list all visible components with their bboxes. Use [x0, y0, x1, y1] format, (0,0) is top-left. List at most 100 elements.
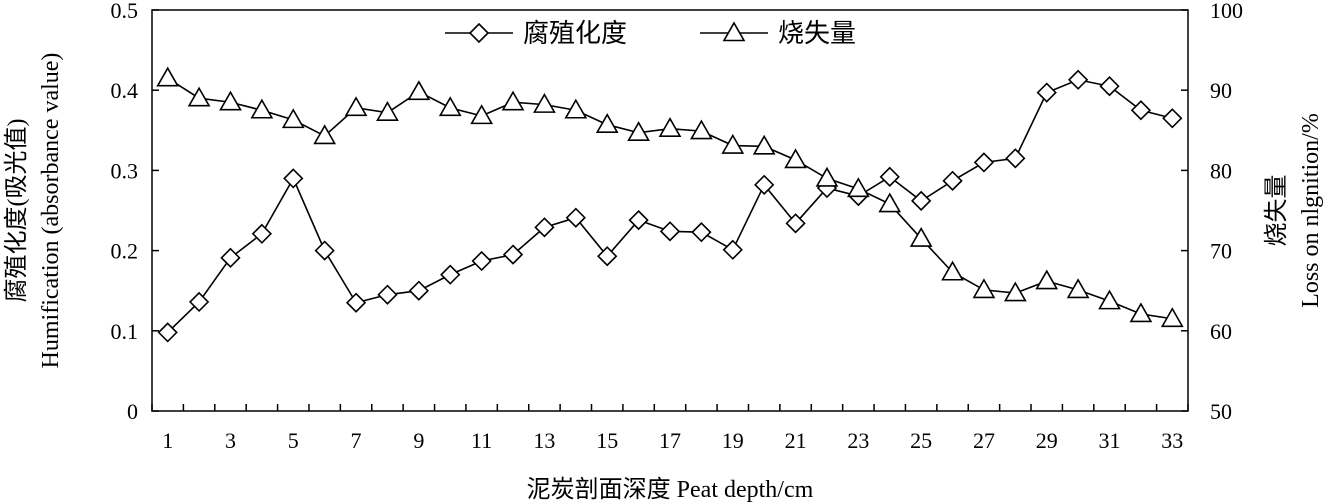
plot-frame	[151, 9, 1189, 412]
data-point	[283, 168, 304, 189]
data-point	[376, 101, 399, 121]
data-point	[564, 98, 588, 119]
y-right-tick-label: 50	[1210, 399, 1232, 424]
data-point	[691, 222, 712, 243]
data-point	[1160, 307, 1184, 328]
series-1	[157, 69, 1183, 343]
data-point	[1130, 100, 1152, 121]
data-point	[156, 66, 180, 87]
legend-marker	[468, 22, 490, 44]
x-tick-label: 29	[1036, 428, 1058, 453]
data-point	[251, 223, 273, 244]
y-left-tick-label: 0.4	[111, 78, 139, 103]
data-point	[281, 108, 305, 129]
data-point	[627, 121, 650, 142]
data-point	[501, 90, 525, 111]
y-left-axis-title-en: Humification (absorbance value)	[38, 53, 64, 369]
data-point	[597, 246, 618, 267]
data-point	[408, 280, 429, 301]
data-point	[815, 166, 839, 187]
data-point	[1129, 302, 1153, 323]
data-point	[313, 124, 337, 145]
y-right-tick-label: 80	[1210, 158, 1232, 183]
data-point	[1066, 278, 1090, 299]
data-point	[659, 221, 681, 242]
data-point	[973, 152, 995, 173]
x-tick-label: 21	[785, 428, 807, 453]
y-left-tick-label: 0.1	[111, 319, 139, 344]
data-point	[502, 244, 524, 265]
data-point	[565, 207, 586, 228]
x-tick-label: 31	[1099, 428, 1121, 453]
legend-label: 腐殖化度	[523, 19, 627, 48]
x-tick-label: 23	[847, 428, 869, 453]
legend-item-1: 腐殖化度	[445, 19, 627, 48]
data-point	[785, 213, 806, 234]
y-left-tick-label: 0.3	[111, 158, 139, 183]
data-point	[942, 170, 963, 191]
legend: 腐殖化度 烧失量	[445, 19, 856, 48]
x-tick-label: 17	[659, 428, 681, 453]
data-point	[345, 292, 367, 313]
y-right-tick-label: 60	[1210, 319, 1232, 344]
data-point	[220, 247, 241, 268]
data-point	[344, 96, 368, 117]
y-right-axis-title-en: Loss on nlgnition/%	[1298, 113, 1324, 308]
y-right-axis-title-cn: 烧失量	[1263, 175, 1290, 247]
data-point	[972, 278, 996, 299]
x-tick-label: 5	[288, 428, 299, 453]
x-tick-label: 3	[225, 428, 236, 453]
chart-marks	[156, 66, 1184, 343]
data-point	[721, 133, 745, 154]
data-point	[250, 98, 274, 119]
data-point	[1067, 69, 1089, 90]
x-tick-label: 33	[1161, 428, 1183, 453]
y-right-tick-label: 70	[1210, 239, 1232, 264]
data-point	[187, 86, 211, 107]
data-point	[219, 90, 242, 111]
y-right-tick-label: 100	[1210, 0, 1243, 23]
data-point	[722, 239, 743, 260]
x-axis-title: 泥炭剖面深度 Peat depth/cm	[527, 476, 814, 503]
legend-marker	[722, 21, 746, 42]
data-point	[846, 177, 870, 198]
data-point	[440, 264, 461, 285]
data-point	[470, 104, 494, 125]
data-point	[1162, 108, 1183, 129]
data-point	[377, 284, 398, 305]
y-left-axis-title-cn: 腐殖化度(吸光值)	[3, 119, 30, 303]
data-point	[879, 166, 900, 187]
series-line	[167, 77, 1173, 320]
x-tick-label: 15	[596, 428, 618, 453]
data-point	[534, 217, 555, 238]
x-tick-label: 7	[351, 428, 362, 453]
x-tick-label: 11	[471, 428, 492, 453]
data-point	[784, 148, 807, 169]
data-point	[407, 80, 431, 101]
data-point	[157, 322, 178, 343]
y-right-tick-label: 90	[1210, 78, 1232, 103]
data-point	[1099, 76, 1120, 97]
x-tick-label: 1	[162, 428, 173, 453]
data-point	[1035, 269, 1059, 290]
data-point	[658, 117, 682, 137]
data-point	[533, 93, 556, 113]
series-2	[156, 66, 1184, 328]
data-point	[909, 226, 933, 247]
x-tick-label: 27	[973, 428, 995, 453]
data-point	[690, 119, 713, 140]
legend-item-2: 烧失量	[700, 19, 856, 48]
data-point	[438, 96, 462, 117]
y-left-tick-label: 0.5	[111, 0, 139, 23]
x-tick-label: 19	[722, 428, 744, 453]
y-left-tick-label: 0.2	[111, 239, 139, 264]
data-point	[754, 174, 775, 195]
data-point	[752, 134, 776, 155]
data-point	[1005, 148, 1026, 169]
x-tick-label: 9	[413, 428, 424, 453]
data-point	[628, 209, 649, 231]
data-point	[878, 192, 902, 213]
data-point	[314, 240, 335, 261]
